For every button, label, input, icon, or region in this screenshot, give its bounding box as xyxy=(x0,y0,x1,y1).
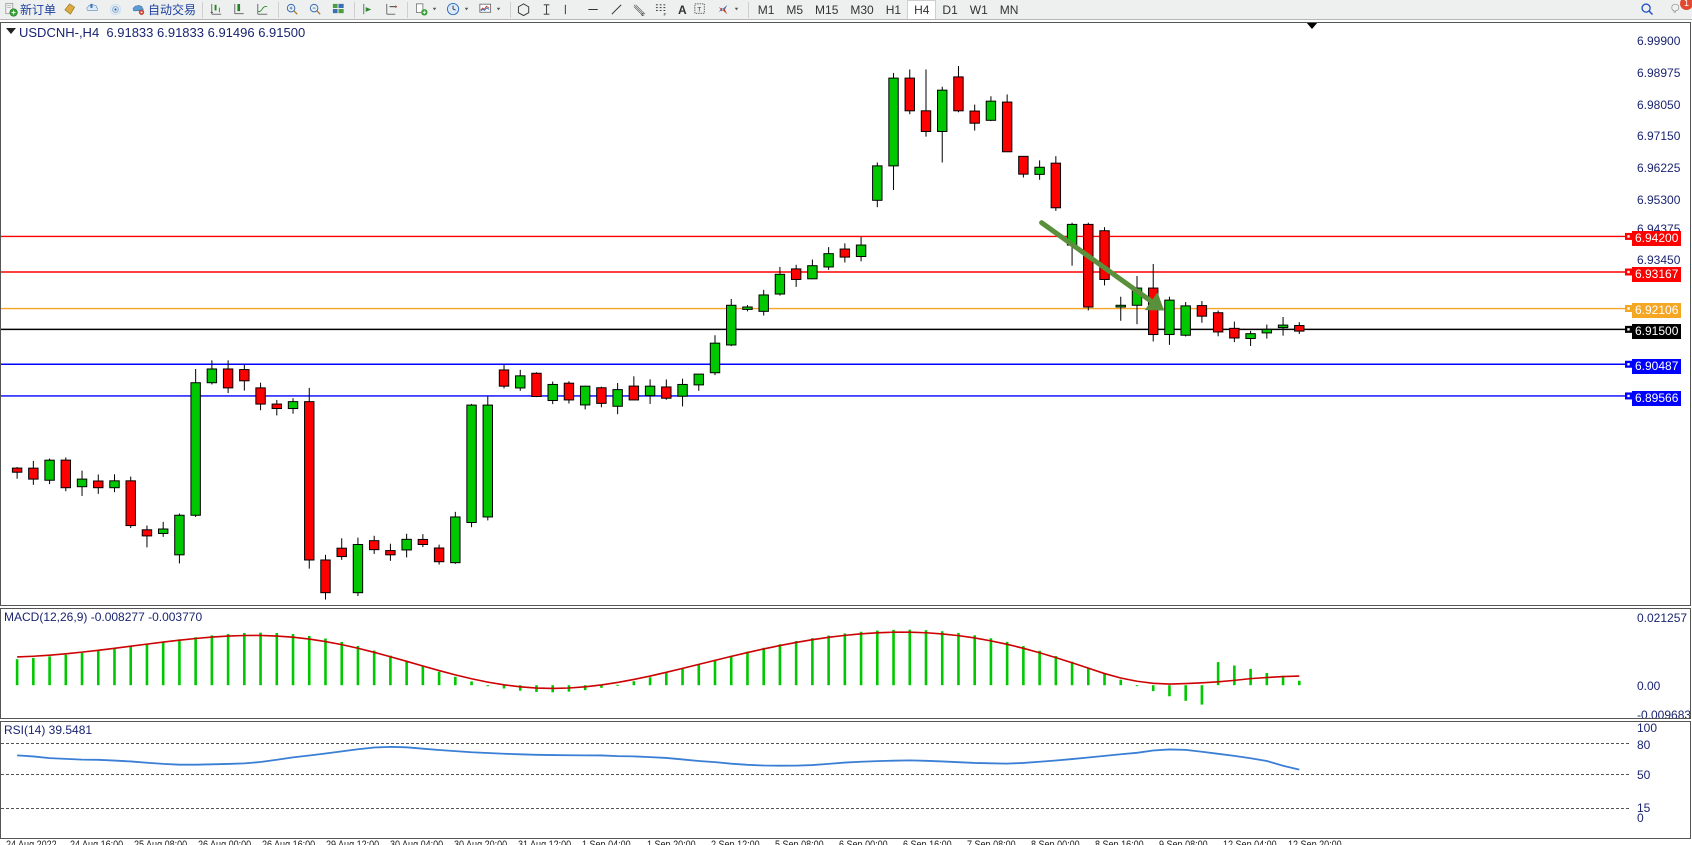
svg-text:F: F xyxy=(663,12,666,17)
svg-text:E: E xyxy=(641,12,644,17)
svg-text:T: T xyxy=(697,6,701,13)
